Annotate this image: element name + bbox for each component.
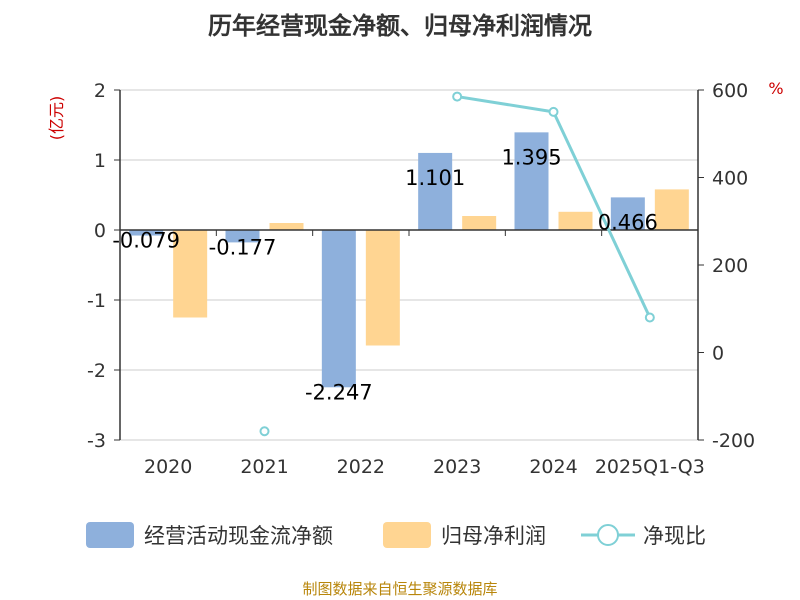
y-right-tick-label: 200 [712,255,748,277]
source-note: 制图数据来自恒生聚源数据库 [302,580,498,598]
data-label: 0.466 [598,210,658,234]
bar-经营活动现金流净额 [610,197,645,230]
y-right-tick-label: 0 [712,343,724,365]
y-right-tick-label: -200 [712,430,755,452]
legend-swatch-profit [383,522,431,548]
legend-swatch-cashflow [86,522,134,548]
y-left-tick-label: 1 [94,150,106,172]
data-label: 1.101 [405,166,465,190]
y-left-tick-label: -2 [87,360,106,382]
y-left-tick-label: -3 [87,430,106,452]
x-tick-label: 2022 [337,456,385,478]
y-right-tick-label: 600 [712,80,748,102]
legend-label-ratio: 净现比 [643,524,706,548]
data-label: -0.177 [209,235,277,259]
bar-归母净利润 [654,189,689,230]
data-label: 1.395 [501,145,561,169]
bar-归母净利润 [462,216,497,230]
point-净现比 [452,91,463,102]
legend-label-cashflow: 经营活动现金流净额 [144,524,333,548]
y-right-axis-label: % [768,79,783,98]
point-净现比 [548,106,559,117]
point-净现比 [259,426,270,437]
legend-swatch-ratio-marker [597,524,619,546]
data-label: -2.247 [305,380,373,404]
bar-归母净利润 [558,211,593,230]
bar-归母净利润 [365,230,400,346]
bar-经营活动现金流净额 [514,132,549,230]
bar-经营活动现金流净额 [225,230,260,243]
bar-归母净利润 [269,223,304,230]
bar-经营活动现金流净额 [129,230,164,236]
x-tick-label: 2020 [144,456,192,478]
y-right-tick-label: 400 [712,168,748,190]
x-tick-label: 2023 [433,456,481,478]
bar-归母净利润 [173,230,208,318]
x-tick-label: 2024 [529,456,577,478]
x-tick-label: 2021 [240,456,288,478]
chart-title: 历年经营现金净额、归母净利润情况 [208,12,592,40]
bar-经营活动现金流净额 [321,230,356,388]
x-tick-label: 2025Q1-Q3 [595,456,705,478]
y-left-tick-label: 2 [94,80,106,102]
legend-label-profit: 归母净利润 [441,524,546,548]
y-left-tick-label: -1 [87,290,106,312]
data-label: -0.079 [112,229,180,253]
point-净现比 [644,312,655,323]
bar-经营活动现金流净额 [418,152,453,230]
y-left-tick-label: 0 [94,220,106,242]
y-left-axis-label: (亿元) [47,96,66,141]
